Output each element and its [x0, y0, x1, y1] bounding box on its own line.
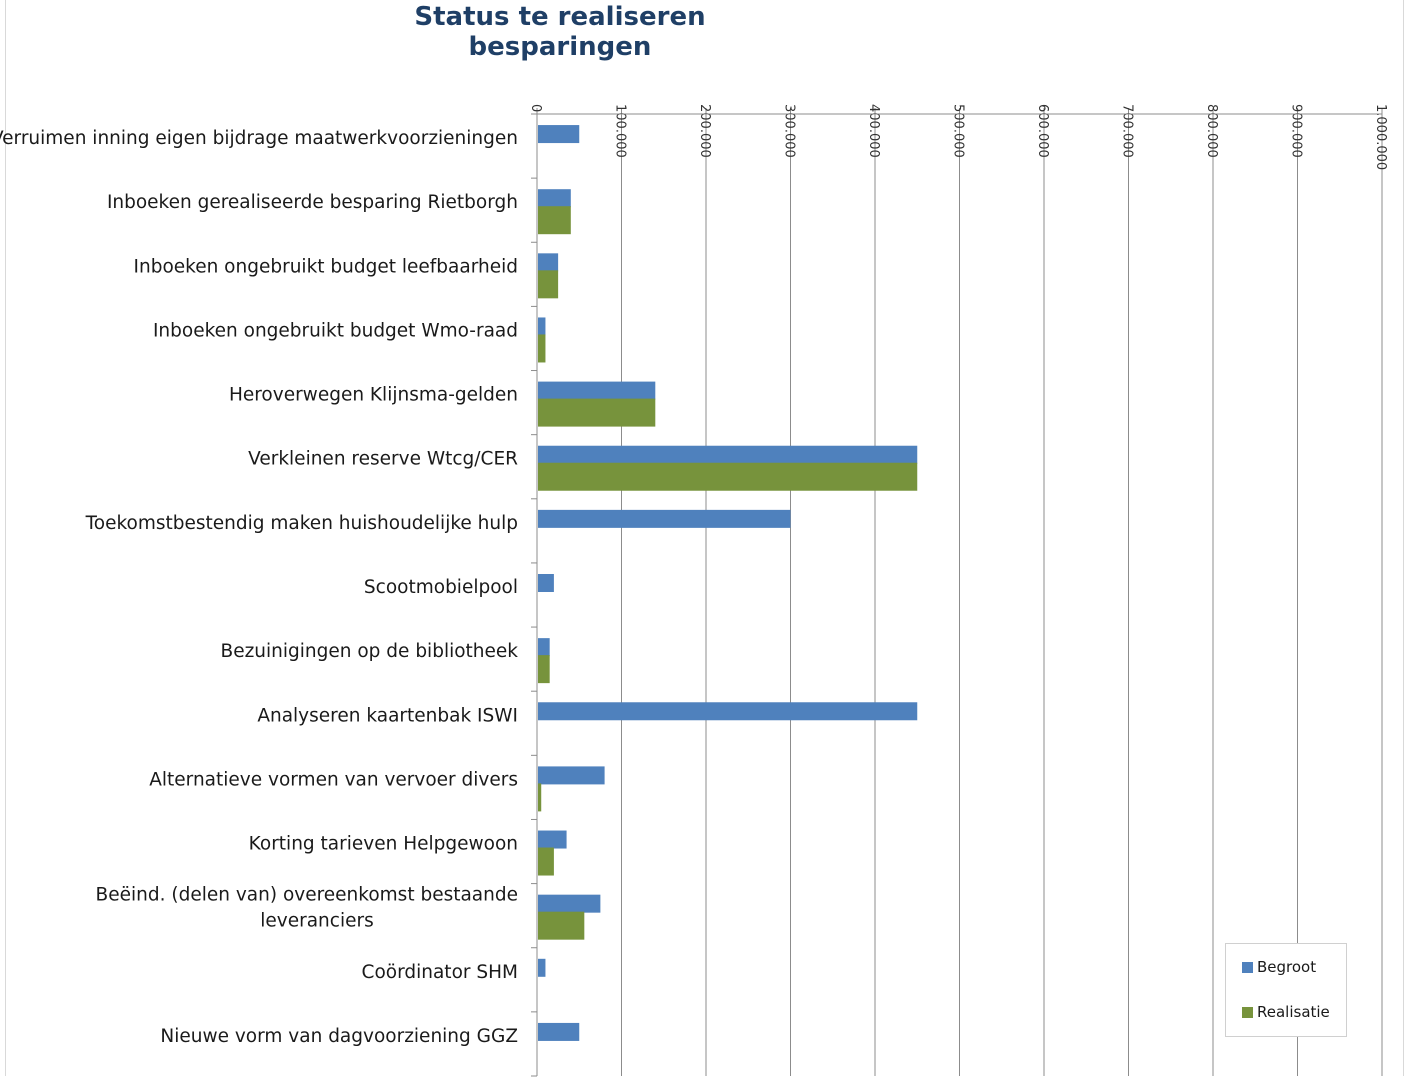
bar-begroot: [538, 317, 546, 336]
bar-begroot: [538, 381, 656, 400]
bar-begroot: [538, 509, 791, 528]
tick-label: 0: [528, 104, 543, 112]
chart-title: Status te realiseren besparingen: [414, 2, 706, 62]
category-label: Inboeken gerealiseerde besparing Rietbor…: [107, 192, 518, 213]
bar-realisatie: [538, 911, 585, 940]
tick-label: 300.000: [782, 104, 797, 158]
category-label: Toekomstbestendig maken huishoudelijke h…: [85, 513, 518, 534]
bar-realisatie: [538, 398, 656, 427]
bar-begroot: [538, 638, 550, 657]
category-label: Verkleinen reserve Wtcg/CER: [248, 449, 518, 470]
tick-label: 200.000: [697, 104, 712, 158]
legend-swatch-begroot: [1242, 961, 1253, 973]
category-label: Korting tarieven Helpgewoon: [249, 834, 518, 855]
category-label: Alternatieve vormen van vervoer divers: [149, 769, 518, 790]
bar-realisatie: [538, 334, 546, 363]
category-label: Scootmobielpool: [364, 577, 518, 598]
category-label: Analyseren kaartenbak ISWI: [257, 705, 518, 726]
tick-label: 700.000: [1120, 104, 1135, 158]
legend-item-realisatie: Realisatie: [1242, 1003, 1330, 1021]
category-label: Inboeken ongebruikt budget Wmo-raad: [153, 320, 518, 341]
bar-begroot: [538, 894, 601, 913]
bar-begroot: [538, 189, 571, 208]
bar-begroot: [538, 125, 580, 144]
tick-label: 1.000.000: [1373, 104, 1388, 170]
category-label: Bezuinigingen op de bibliotheek: [221, 641, 519, 662]
bar-begroot: [538, 830, 567, 849]
legend-item-begroot: Begroot: [1242, 958, 1316, 976]
tick-label: 600.000: [1035, 104, 1050, 158]
category-label: Heroverwegen Klijnsma-gelden: [229, 385, 518, 406]
bar-begroot: [538, 766, 605, 785]
bar-realisatie: [538, 847, 554, 876]
chart-legend: Begroot Realisatie: [1225, 943, 1347, 1037]
category-label: leveranciers: [260, 911, 373, 932]
category-label: Inboeken ongebruikt budget leefbaarheid: [134, 256, 518, 277]
category-label: Beëind. (delen van) overeenkomst bestaan…: [96, 885, 518, 906]
bar-begroot: [538, 702, 918, 721]
bar-realisatie: [538, 206, 571, 235]
tick-label: 400.000: [866, 104, 881, 158]
category-label: Coördinator SHM: [362, 962, 518, 983]
bar-begroot: [538, 445, 918, 464]
legend-label-realisatie: Realisatie: [1257, 1003, 1330, 1021]
bar-begroot: [538, 253, 559, 272]
legend-swatch-realisatie: [1242, 1006, 1253, 1018]
bar-begroot: [538, 574, 554, 592]
legend-label-begroot: Begroot: [1257, 958, 1317, 976]
tick-label: 100.000: [613, 104, 628, 158]
bar-realisatie: [538, 462, 918, 491]
bar-realisatie: [538, 270, 559, 299]
bar-realisatie: [538, 783, 542, 812]
bar-realisatie: [538, 655, 550, 684]
category-label: Verruimen inning eigen bijdrage maatwerk…: [0, 128, 518, 149]
category-label: Nieuwe vorm van dagvoorziening GGZ: [160, 1026, 518, 1047]
bar-begroot: [538, 1022, 580, 1041]
tick-label: 900.000: [1289, 104, 1304, 158]
tick-label: 800.000: [1204, 104, 1219, 158]
tick-label: 500.000: [951, 104, 966, 158]
chart-frame: [5, 0, 1404, 1076]
bar-begroot: [538, 958, 546, 977]
